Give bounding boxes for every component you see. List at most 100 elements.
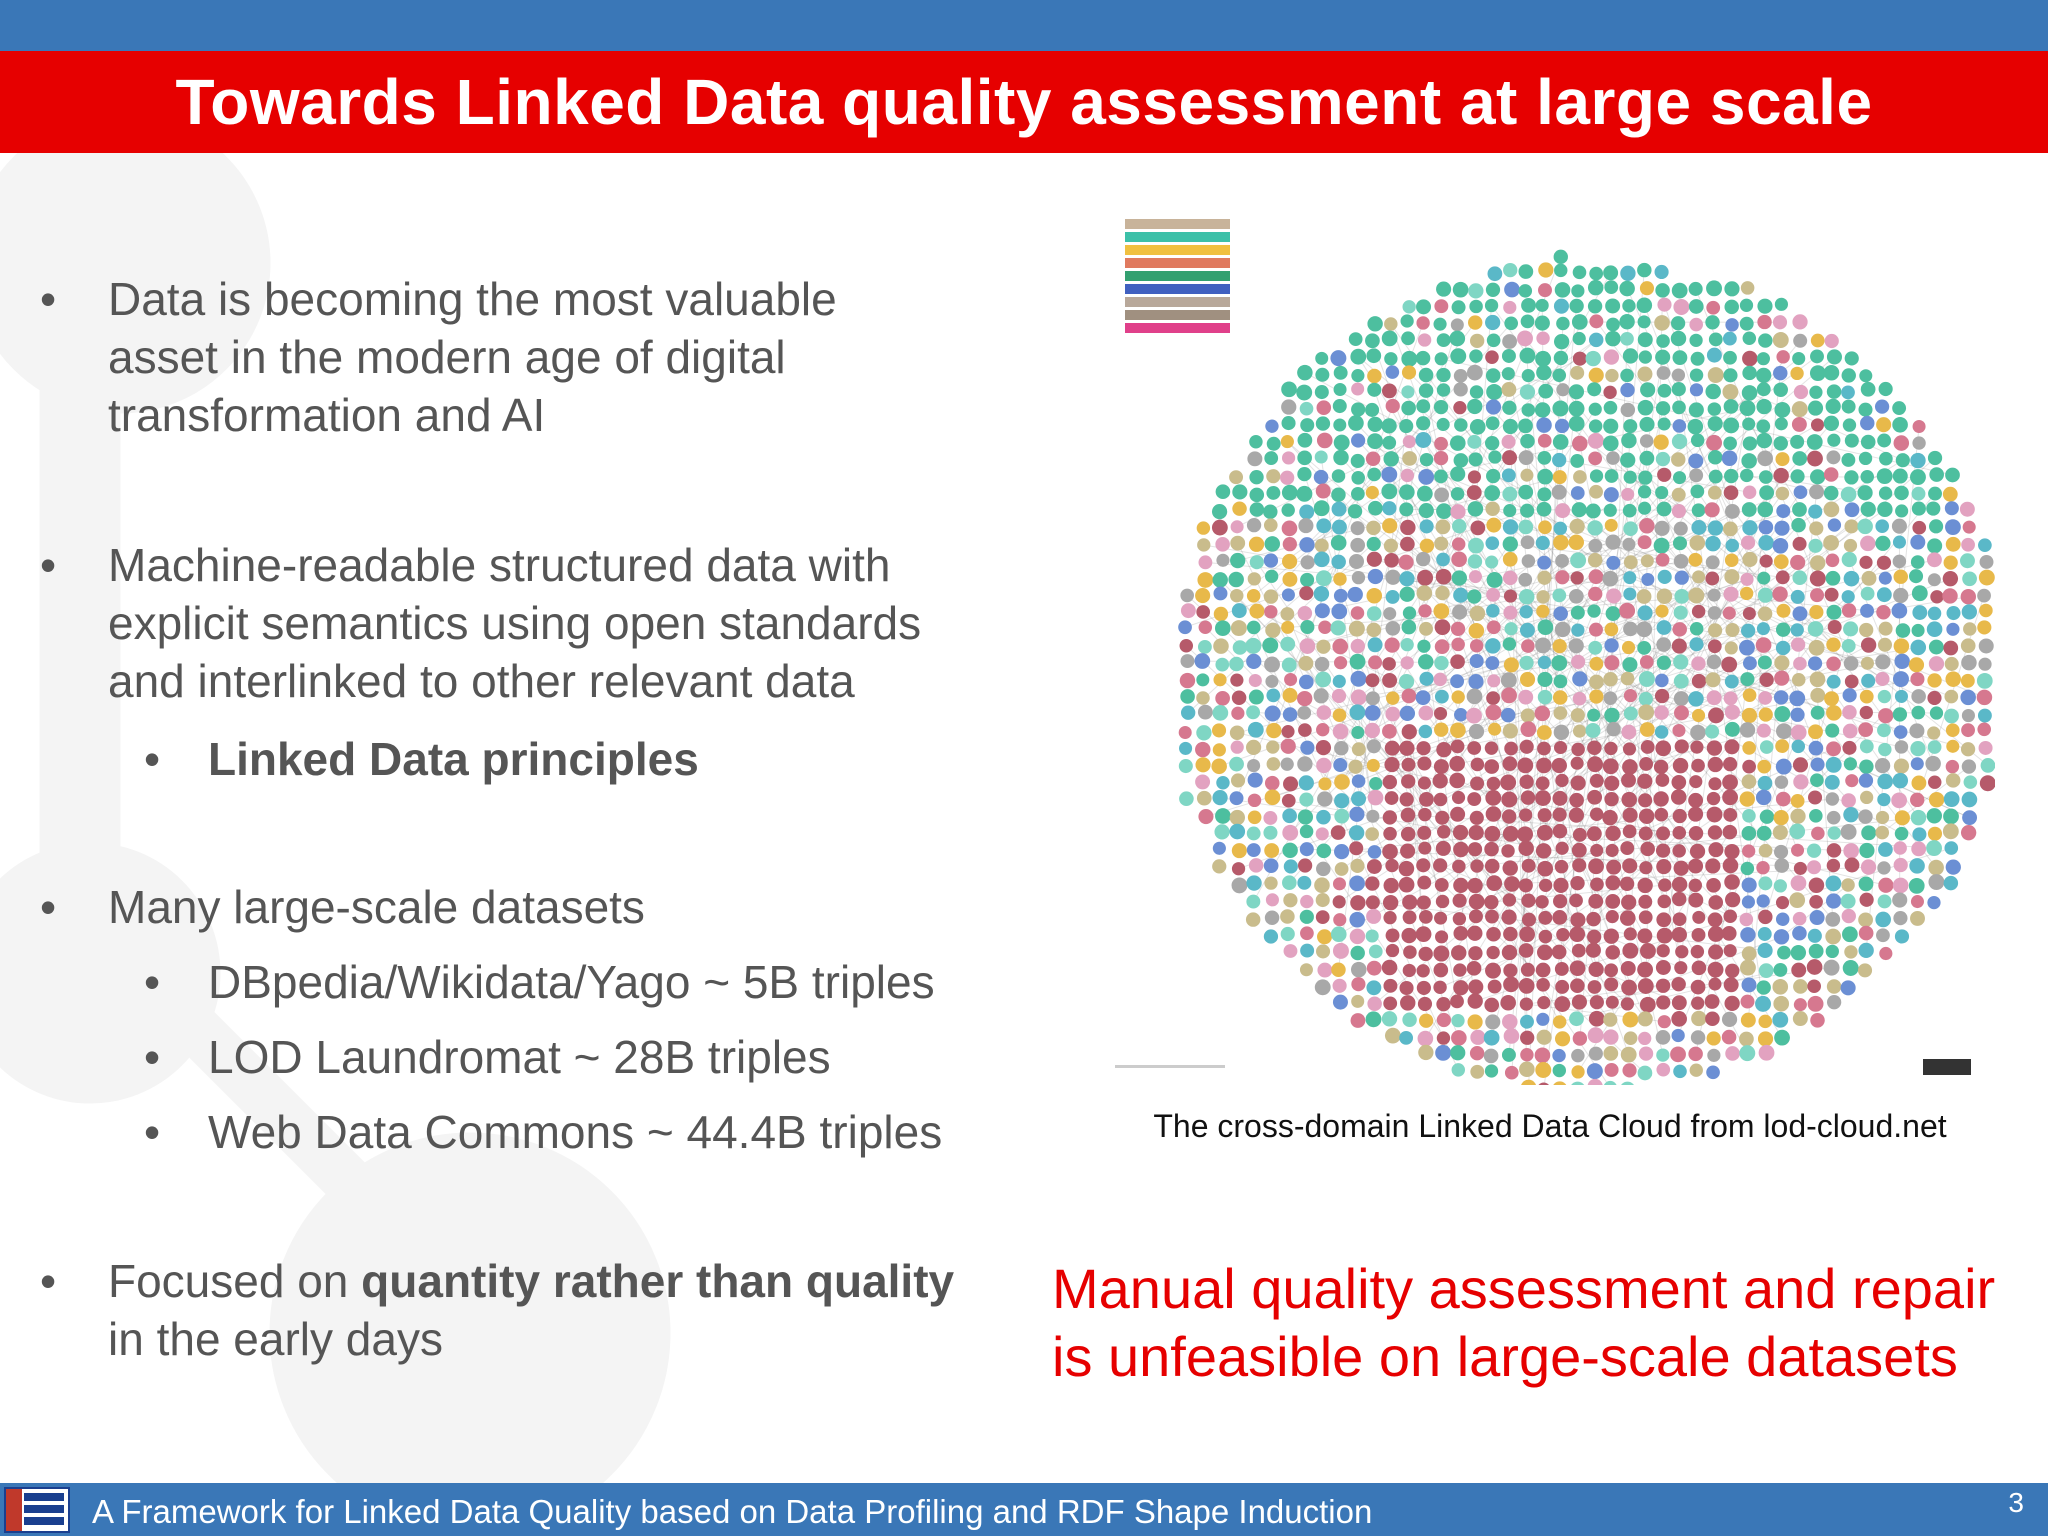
cloud-node [1521,554,1536,568]
cloud-node [1622,503,1637,518]
cloud-node [1297,450,1312,466]
cloud-node [1706,434,1723,451]
cloud-node [1282,537,1297,552]
cloud-node [1586,1063,1603,1080]
cloud-node [1419,791,1434,807]
cloud-node [1364,722,1381,739]
cloud-node [1402,435,1416,449]
cloud-node [1926,552,1942,568]
cloud-node [1792,911,1807,926]
cloud-node [1823,467,1839,482]
cloud-node [1655,451,1671,467]
cloud-node [1467,398,1483,415]
cloud-node [1673,673,1689,689]
cloud-node [1365,1011,1382,1028]
cloud-node [1521,893,1536,908]
cloud-node [1196,790,1212,806]
cloud-node [1418,383,1434,398]
cloud-node [1179,791,1194,807]
cloud-node [1212,572,1228,588]
cloud-node [1435,568,1452,585]
cloud-node [1520,314,1535,329]
cloud-node [1657,467,1672,482]
cloud-node [1212,789,1228,806]
cloud-node [1300,572,1315,587]
cloud-node [1332,708,1347,723]
callout-line: Manual quality assessment and repair [1052,1257,1996,1320]
cloud-node [1265,893,1279,907]
cloud-node [1571,1081,1585,1085]
cloud-node [1590,843,1604,857]
cloud-node [1603,400,1618,415]
cloud-node [1555,841,1569,855]
cloud-node [1418,1044,1434,1061]
cloud-node [1552,1015,1567,1029]
cloud-node [1622,858,1638,874]
cloud-node [1926,808,1942,824]
cloud-node [1211,723,1227,738]
cloud-edge [1390,323,1630,988]
cloud-node [1264,910,1280,925]
cloud-node [1844,433,1859,448]
cloud-node [1467,501,1484,517]
cloud-node [1826,349,1843,365]
cloud-node [1568,415,1585,432]
cloud-node [1708,469,1723,484]
cloud-node [1810,773,1824,787]
cloud-node [1841,453,1856,467]
cloud-node [1892,892,1908,908]
cloud-node [1671,503,1686,519]
background-watermark [0,153,671,1483]
cloud-node [1555,554,1569,568]
cloud-node [1416,964,1430,978]
cloud-node [1519,1061,1535,1078]
cloud-node [1246,843,1261,857]
cloud-node [1569,1011,1584,1027]
cloud-node [1418,807,1432,822]
cloud-node [1536,364,1552,381]
cloud-node [1588,538,1603,553]
cloud-node [1313,586,1330,602]
cloud-node [1739,1045,1756,1062]
cloud-node [1605,368,1619,383]
cloud-node [1739,959,1756,976]
cloud-node [1910,555,1925,569]
cloud-node [1214,620,1231,637]
cloud-node [1653,537,1670,554]
cloud-node [1588,1046,1603,1061]
cloud-node [1520,790,1536,805]
cloud-node [1264,876,1278,890]
cloud-node [1484,841,1499,857]
cloud-node [1878,842,1893,857]
cloud-node [1840,823,1857,840]
cloud-node [1450,318,1464,332]
cloud-node [1330,620,1346,636]
cloud-node [1772,332,1789,349]
cloud-node [1502,536,1518,552]
cloud-node [1537,860,1554,877]
cloud-node [1723,807,1738,822]
cloud-node [1485,909,1499,924]
cloud-node [1742,485,1757,499]
bullet-line: Machine-readable structured data with [108,539,891,591]
cloud-node [1741,946,1757,962]
cloud-node [1620,997,1635,1011]
cloud-node [1638,808,1655,824]
cloud-node [1895,504,1909,518]
cloud-node [1434,469,1448,484]
cloud-node [1316,843,1332,859]
cloud-node [1197,704,1213,720]
cloud-node [1725,1046,1740,1061]
cloud-node [1857,485,1873,501]
cloud-node [1690,351,1705,366]
cloud-node [1470,757,1485,772]
cloud-node [1469,419,1486,435]
cloud-node [1774,297,1788,311]
cloud-node [1590,877,1604,892]
cloud-node [1639,434,1654,448]
cloud-node [1417,569,1434,586]
cloud-node [1299,824,1314,839]
cloud-node [1180,603,1196,619]
cloud-node [1195,741,1211,758]
cloud-node [1823,415,1840,431]
